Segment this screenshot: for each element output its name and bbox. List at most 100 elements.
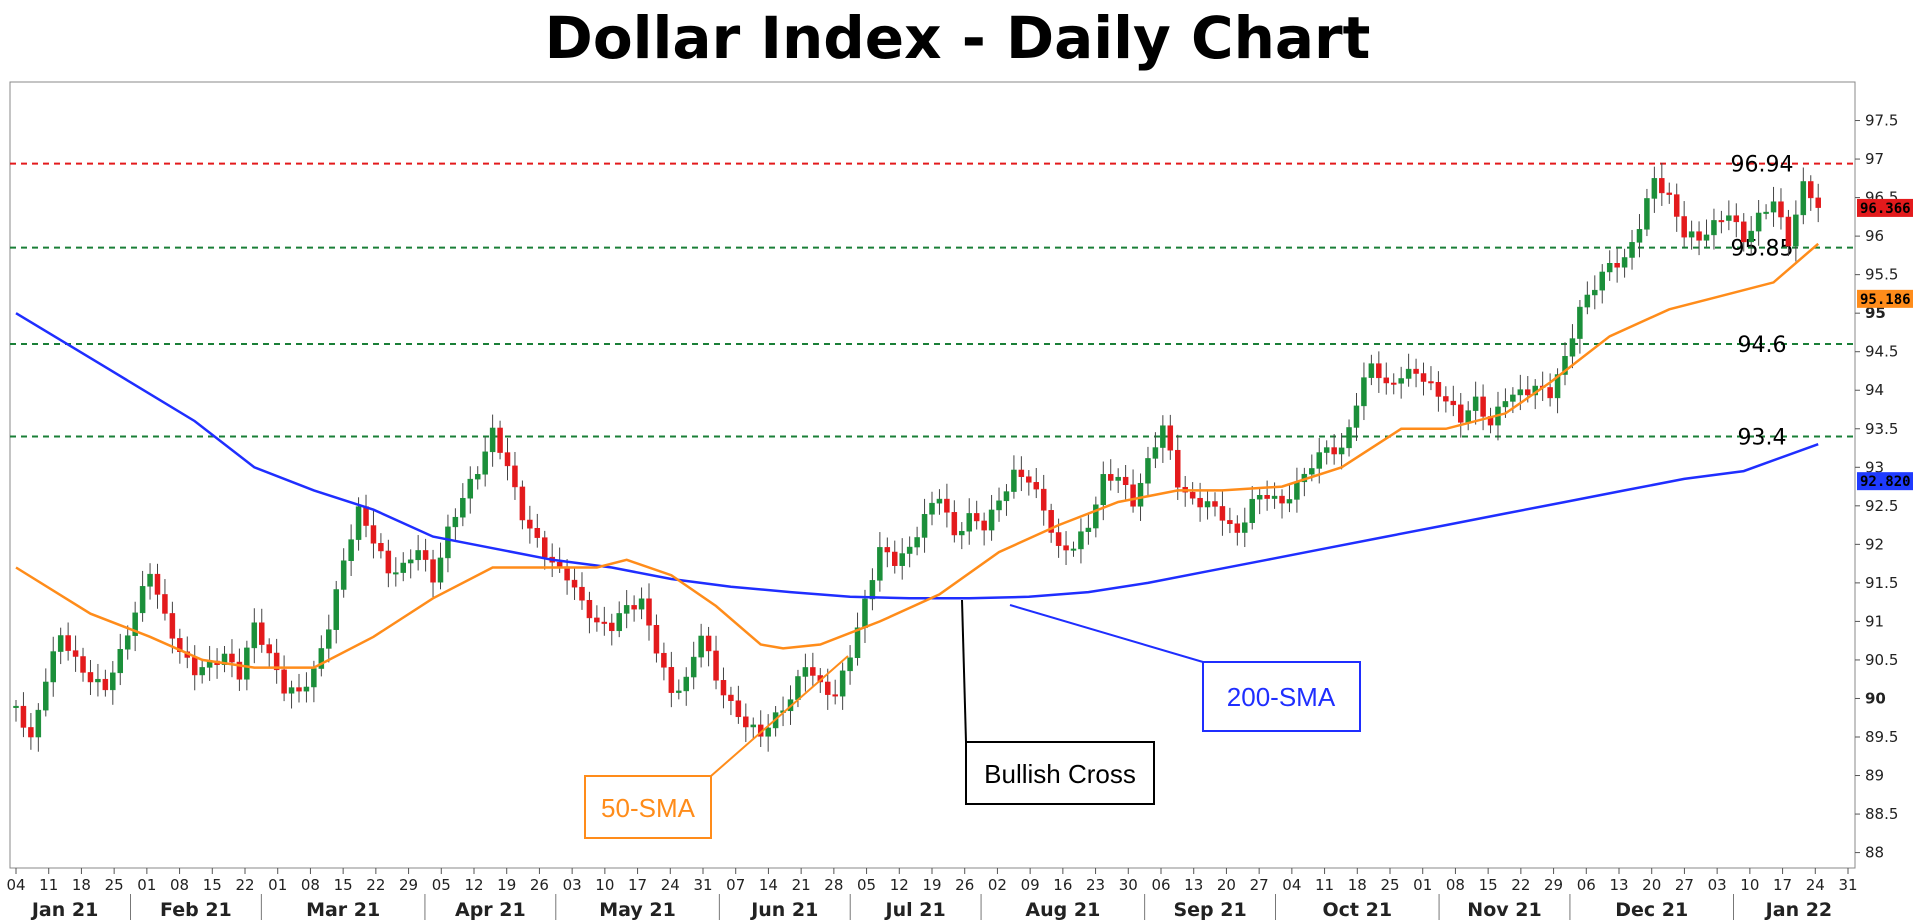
sma200-box <box>1202 661 1361 732</box>
candle-body <box>474 474 481 480</box>
candle-body <box>102 678 109 691</box>
x-day-label: 10 <box>595 876 614 894</box>
candle-body <box>1048 510 1054 533</box>
x-day-label: 31 <box>693 876 712 894</box>
candle-body <box>1621 257 1628 268</box>
candle-body <box>1175 449 1181 488</box>
candle-body <box>445 526 451 559</box>
candle-body <box>393 572 399 575</box>
candle-body <box>244 647 250 680</box>
plot-frame <box>9 81 1856 869</box>
candle-body <box>154 573 161 595</box>
candle-body <box>1011 469 1017 492</box>
candle-body <box>743 716 749 728</box>
x-day-label: 03 <box>1708 876 1727 894</box>
candle-body <box>1733 215 1740 223</box>
candle-body <box>1249 498 1255 523</box>
candle-body <box>28 727 34 738</box>
candle-body <box>951 512 958 536</box>
candle-body <box>1294 481 1300 500</box>
candle-body <box>832 694 838 697</box>
candle-body <box>795 676 801 700</box>
candle-body <box>1197 497 1203 508</box>
candle-body <box>370 525 377 544</box>
x-day-label: 15 <box>1479 876 1498 894</box>
y-tick-label: 96 <box>1865 227 1884 245</box>
candle-body <box>1450 400 1457 406</box>
candle-body <box>1189 491 1196 499</box>
candle-body <box>378 543 384 552</box>
candle-body <box>527 519 533 529</box>
candle-body <box>1204 501 1211 508</box>
candle-body <box>1577 306 1583 339</box>
x-day-label: 02 <box>988 876 1007 894</box>
price-tag-box <box>1857 289 1913 308</box>
candle-body <box>1063 545 1069 551</box>
candle-body <box>1137 482 1144 507</box>
y-tick-label: 97.5 <box>1865 112 1898 130</box>
candle-body <box>1428 381 1434 384</box>
candle-body <box>80 656 86 673</box>
candle-body <box>1227 520 1233 525</box>
candle-body <box>884 547 891 553</box>
level-label: 94.6 <box>1738 333 1787 358</box>
x-day-label: 16 <box>1053 876 1072 894</box>
candle-body <box>65 635 71 651</box>
candle-body <box>1569 338 1576 357</box>
candle-body <box>594 617 600 623</box>
candle-body <box>638 598 645 610</box>
candle-body <box>1525 389 1531 396</box>
candle-body <box>1673 194 1680 217</box>
candle-body <box>1413 368 1419 374</box>
candle-body <box>1517 389 1524 396</box>
candle-body <box>609 622 615 632</box>
x-day-label: 15 <box>203 876 222 894</box>
candle-body <box>229 653 235 663</box>
candle-body <box>1480 396 1486 417</box>
candle-body <box>162 594 168 614</box>
x-day-label: 17 <box>628 876 647 894</box>
price-tag-box <box>1857 472 1913 491</box>
x-day-label: 08 <box>1446 876 1465 894</box>
x-day-label: 09 <box>1021 876 1040 894</box>
candle-body <box>1346 427 1352 449</box>
candle-body <box>35 709 42 738</box>
candle-body <box>177 638 183 653</box>
y-tick-label: 97 <box>1865 150 1884 168</box>
candle-body <box>199 667 205 676</box>
level-label: 93.4 <box>1738 425 1787 450</box>
candle-body <box>1703 234 1710 241</box>
candle-body <box>1018 469 1025 477</box>
x-day-label: 25 <box>1380 876 1399 894</box>
candle-body <box>668 667 675 693</box>
candle-body <box>1718 220 1725 223</box>
x-month-label: Dec 21 <box>1615 899 1688 921</box>
candle-body <box>1055 532 1062 546</box>
y-tick-label: 94.5 <box>1865 343 1898 361</box>
y-tick-label: 94 <box>1865 381 1884 399</box>
candle-body <box>1167 425 1174 451</box>
y-tick-label: 95 <box>1865 304 1886 322</box>
candle-body <box>1808 181 1814 199</box>
candle-body <box>266 644 272 654</box>
candle-body <box>1793 214 1799 247</box>
candle-body <box>1644 198 1650 230</box>
x-day-label: 03 <box>563 876 582 894</box>
x-month-label: Sep 21 <box>1173 899 1246 921</box>
candle-body <box>1234 523 1241 533</box>
candle-body <box>288 687 295 694</box>
price-tag-label: 92.820 <box>1860 474 1911 490</box>
candle-body <box>1651 178 1658 199</box>
candle-body <box>601 621 608 624</box>
candle-body <box>973 513 980 522</box>
candle-body <box>1033 482 1040 490</box>
x-day-label: 13 <box>1609 876 1628 894</box>
x-day-label: 08 <box>170 876 189 894</box>
candle-body <box>1160 425 1166 448</box>
x-day-label: 19 <box>497 876 516 894</box>
candle-body <box>1256 495 1263 500</box>
candle-body <box>862 598 868 629</box>
y-tick-label: 92 <box>1865 535 1884 553</box>
candle-body <box>1815 197 1821 208</box>
candle-body <box>616 613 622 632</box>
